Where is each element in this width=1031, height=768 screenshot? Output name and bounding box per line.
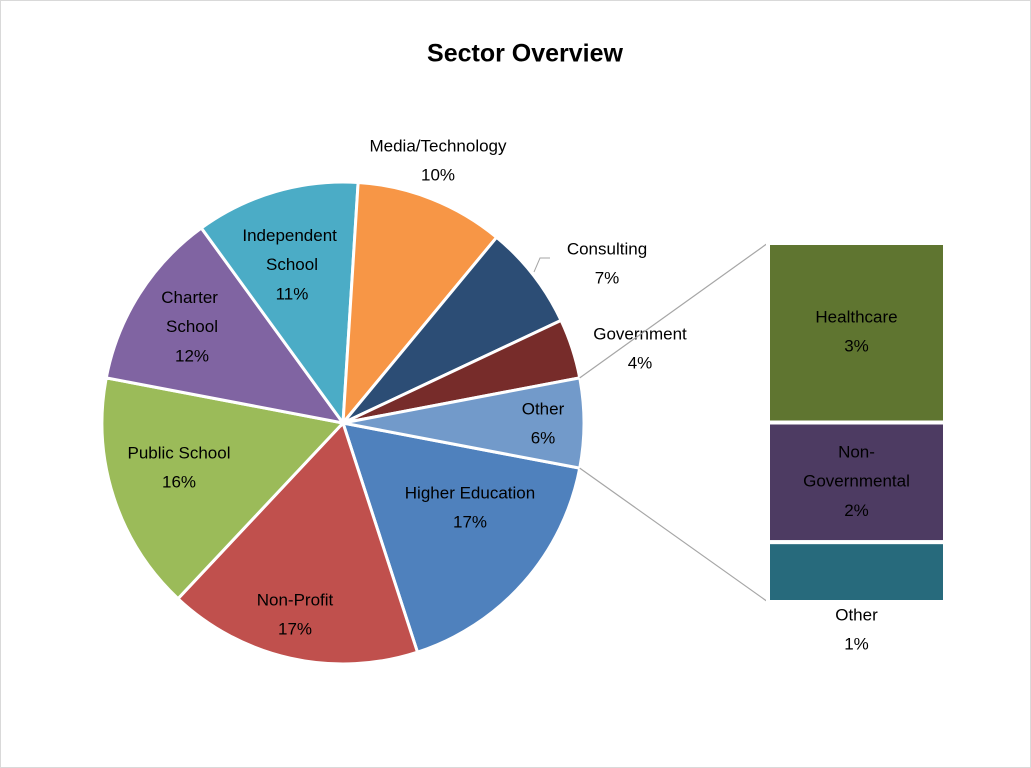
data-label: 10%	[421, 165, 455, 184]
leader-line	[533, 257, 550, 273]
connector-line	[579, 242, 769, 379]
chart-title: Sector Overview	[427, 40, 623, 68]
data-label: 4%	[628, 353, 653, 372]
bar-segment	[766, 420, 947, 545]
category-label: Non-Profit	[257, 590, 334, 609]
pie-slice	[175, 420, 420, 666]
category-label: Other	[522, 399, 565, 418]
category-label: Consulting	[567, 239, 647, 258]
category-label: Charter School	[161, 288, 222, 336]
pie-slice	[104, 225, 347, 426]
data-label: 7%	[595, 268, 620, 287]
category-label: Non-Governmental	[803, 443, 910, 491]
data-label: 2%	[844, 501, 869, 520]
data-label: 12%	[175, 346, 209, 365]
category-label: Healthcare	[815, 308, 897, 327]
data-label: 17%	[278, 619, 312, 638]
bar-segment	[766, 241, 947, 425]
data-label: 16%	[162, 472, 196, 491]
category-label: Public School	[127, 443, 230, 462]
pie-slice	[342, 376, 586, 470]
category-label: Media/Technology	[369, 136, 507, 155]
category-label: Independent School	[242, 226, 341, 274]
data-label: 6%	[531, 428, 556, 447]
pie-slice	[340, 421, 582, 655]
bar-segment	[766, 540, 947, 605]
data-label: 11%	[276, 284, 309, 303]
data-label: 3%	[844, 337, 869, 356]
data-label: 17%	[453, 512, 487, 531]
category-label: Other	[835, 605, 878, 624]
pie-slice	[100, 376, 346, 601]
pie-slice	[341, 180, 499, 428]
data-label: 1%	[844, 634, 869, 653]
pie-slice	[199, 180, 360, 428]
connector-line	[579, 467, 769, 603]
pie-slice	[341, 235, 564, 425]
category-label: Higher Education	[405, 483, 535, 502]
